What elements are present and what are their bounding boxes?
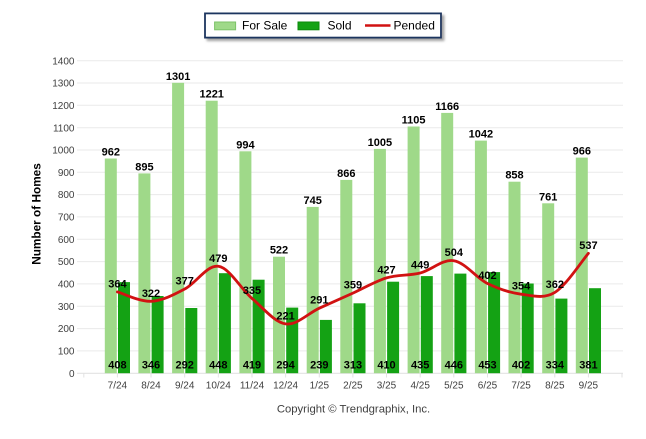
svg-text:402: 402 <box>512 360 530 372</box>
svg-text:2/25: 2/25 <box>343 381 363 392</box>
svg-text:Pended: Pended <box>394 19 435 33</box>
svg-text:10/24: 10/24 <box>206 381 231 392</box>
svg-text:12/24: 12/24 <box>273 381 298 392</box>
svg-text:362: 362 <box>546 279 564 291</box>
svg-text:504: 504 <box>445 247 464 259</box>
svg-text:500: 500 <box>58 257 75 268</box>
svg-text:294: 294 <box>276 360 295 372</box>
svg-text:100: 100 <box>58 347 75 358</box>
svg-text:4/25: 4/25 <box>410 381 430 392</box>
svg-text:381: 381 <box>579 360 597 372</box>
svg-text:322: 322 <box>142 288 160 300</box>
svg-text:354: 354 <box>512 281 531 293</box>
svg-text:745: 745 <box>304 195 322 207</box>
svg-text:11/24: 11/24 <box>240 381 265 392</box>
svg-text:1042: 1042 <box>469 129 493 141</box>
svg-text:1166: 1166 <box>435 101 459 113</box>
svg-text:408: 408 <box>108 360 126 372</box>
svg-text:377: 377 <box>176 276 194 288</box>
svg-text:800: 800 <box>58 190 75 201</box>
svg-text:537: 537 <box>579 240 597 252</box>
svg-text:0: 0 <box>69 369 75 380</box>
svg-text:435: 435 <box>411 360 429 372</box>
svg-text:291: 291 <box>310 295 328 307</box>
svg-text:1105: 1105 <box>402 115 426 127</box>
svg-text:313: 313 <box>344 360 362 372</box>
svg-text:5/25: 5/25 <box>444 381 464 392</box>
svg-text:364: 364 <box>108 278 127 290</box>
svg-text:300: 300 <box>58 302 75 313</box>
svg-text:346: 346 <box>142 360 160 372</box>
svg-text:446: 446 <box>445 360 463 372</box>
svg-text:Number of Homes: Number of Homes <box>30 163 44 265</box>
svg-text:1005: 1005 <box>368 137 392 149</box>
svg-text:1/25: 1/25 <box>310 381 330 392</box>
svg-text:866: 866 <box>337 168 355 180</box>
svg-text:966: 966 <box>573 146 591 158</box>
svg-text:994: 994 <box>236 139 255 151</box>
svg-text:Copyright © Trendgraphix, Inc.: Copyright © Trendgraphix, Inc. <box>277 404 430 416</box>
svg-text:858: 858 <box>505 170 523 182</box>
svg-text:221: 221 <box>276 310 294 322</box>
svg-text:427: 427 <box>377 264 395 276</box>
svg-text:1221: 1221 <box>199 89 223 101</box>
svg-text:8/25: 8/25 <box>545 381 565 392</box>
svg-text:7/25: 7/25 <box>511 381 531 392</box>
svg-text:239: 239 <box>310 360 328 372</box>
svg-text:3/25: 3/25 <box>377 381 397 392</box>
svg-text:895: 895 <box>135 161 153 173</box>
svg-text:For Sale: For Sale <box>242 19 288 33</box>
svg-text:522: 522 <box>270 245 288 257</box>
svg-text:419: 419 <box>243 360 261 372</box>
svg-text:479: 479 <box>209 253 227 265</box>
svg-text:6/25: 6/25 <box>478 381 498 392</box>
svg-text:1301: 1301 <box>166 71 190 83</box>
svg-text:200: 200 <box>58 324 75 335</box>
svg-text:900: 900 <box>58 168 75 179</box>
svg-text:410: 410 <box>377 360 395 372</box>
svg-text:448: 448 <box>209 360 227 372</box>
svg-text:962: 962 <box>102 147 120 159</box>
svg-text:1100: 1100 <box>53 123 75 134</box>
svg-text:449: 449 <box>411 260 429 272</box>
svg-text:9/24: 9/24 <box>175 381 195 392</box>
svg-text:1400: 1400 <box>52 56 75 67</box>
svg-text:1200: 1200 <box>52 101 75 112</box>
svg-text:400: 400 <box>58 280 75 291</box>
svg-text:453: 453 <box>478 360 496 372</box>
svg-text:1000: 1000 <box>52 146 75 157</box>
svg-text:292: 292 <box>176 360 194 372</box>
svg-text:8/24: 8/24 <box>141 381 161 392</box>
svg-text:Sold: Sold <box>328 19 352 33</box>
svg-text:334: 334 <box>546 360 565 372</box>
svg-text:359: 359 <box>344 280 362 292</box>
svg-text:700: 700 <box>58 213 75 224</box>
svg-text:761: 761 <box>539 191 557 203</box>
svg-text:402: 402 <box>478 270 496 282</box>
svg-text:1300: 1300 <box>52 79 75 90</box>
svg-text:9/25: 9/25 <box>579 381 599 392</box>
svg-text:600: 600 <box>58 235 75 246</box>
svg-text:7/24: 7/24 <box>108 381 128 392</box>
svg-text:335: 335 <box>243 285 261 297</box>
